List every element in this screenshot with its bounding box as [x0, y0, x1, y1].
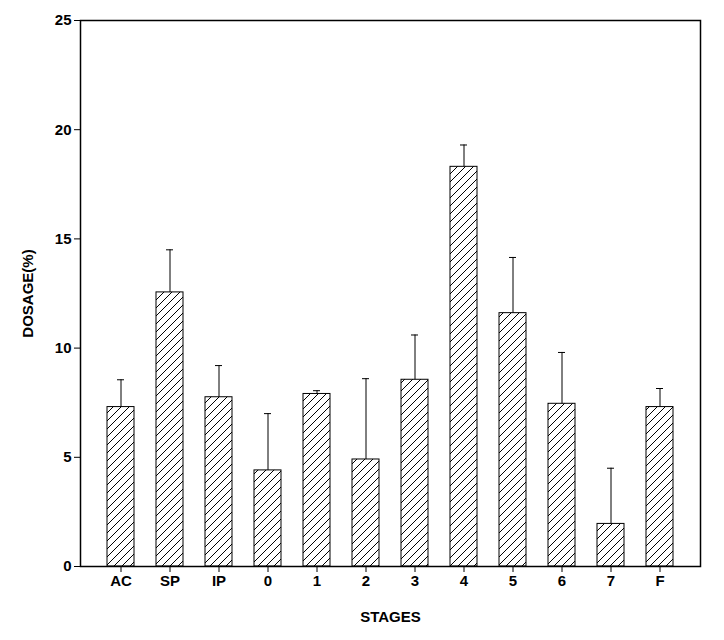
svg-text:6: 6 [558, 572, 566, 589]
svg-text:AC: AC [110, 572, 132, 589]
svg-text:20: 20 [55, 121, 72, 138]
svg-text:15: 15 [55, 230, 72, 247]
svg-text:3: 3 [411, 572, 419, 589]
svg-text:25: 25 [55, 11, 72, 28]
svg-text:STAGES: STAGES [360, 608, 421, 625]
svg-text:5: 5 [509, 572, 517, 589]
svg-text:4: 4 [460, 572, 469, 589]
svg-text:2: 2 [362, 572, 370, 589]
svg-text:5: 5 [63, 448, 71, 465]
svg-text:IP: IP [212, 572, 226, 589]
svg-text:1: 1 [313, 572, 321, 589]
svg-text:0: 0 [63, 557, 71, 574]
svg-text:7: 7 [607, 572, 615, 589]
svg-text:10: 10 [55, 339, 72, 356]
svg-text:F: F [655, 572, 664, 589]
svg-text:DOSAGE(%): DOSAGE(%) [19, 249, 36, 337]
svg-text:0: 0 [264, 572, 272, 589]
svg-text:SP: SP [160, 572, 180, 589]
